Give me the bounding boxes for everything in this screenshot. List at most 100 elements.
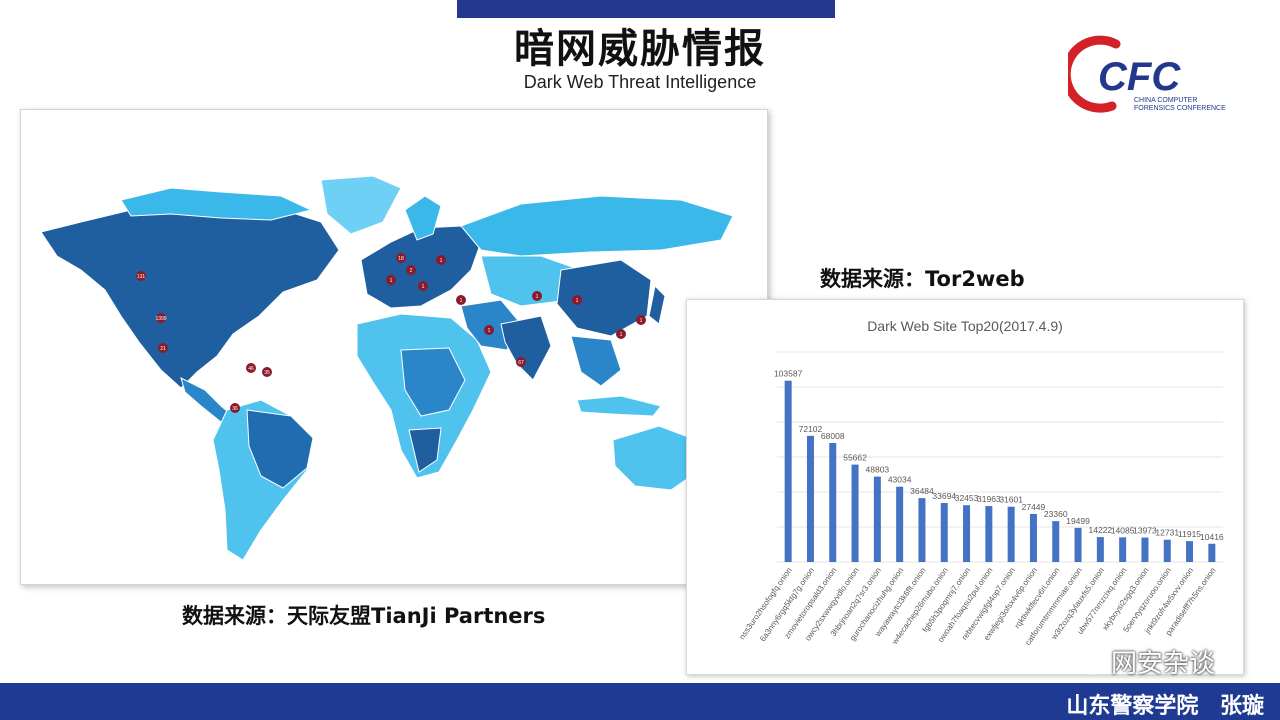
chart-data-label: 55662	[843, 453, 867, 463]
world-map-icon: 131139921673646351812111111111	[40, 175, 734, 561]
chart-bar	[1074, 527, 1082, 562]
cfc-logo: CFC CHINA COMPUTER FORENSICS CONFERENCE	[1068, 35, 1226, 113]
bottom-bar	[0, 683, 1280, 720]
dark-web-chart-panel: Dark Web Site Top20(2017.4.9) 103587 7210…	[686, 299, 1244, 675]
chart-bar	[1141, 537, 1149, 562]
map-marker-pin	[572, 295, 582, 305]
chart-data-label: 43034	[888, 475, 912, 485]
world-map-panel: 131139921673646351812111111111	[20, 109, 768, 585]
chart-bar	[896, 486, 904, 562]
chart-data-label: 32453	[955, 493, 979, 503]
map-marker: 131	[136, 271, 146, 281]
chart-bar	[784, 380, 792, 562]
russia	[460, 195, 734, 257]
dark-web-bar-chart: Dark Web Site Top20(2017.4.9) 103587 7210…	[737, 318, 1224, 647]
map-marker-label: 21	[160, 346, 166, 352]
map-marker-label: 1	[640, 318, 643, 324]
map-marker: 1399	[155, 313, 167, 323]
map-marker: 46	[246, 363, 256, 373]
cfc-logo-swoosh	[1068, 35, 1121, 113]
greenland	[320, 175, 402, 235]
chart-bar	[1119, 537, 1127, 562]
chart-data-label: 10416	[1200, 532, 1224, 542]
watermark: 网安杂谈	[1065, 641, 1215, 681]
map-marker-pin	[456, 295, 466, 305]
chart-data-label: 19499	[1066, 516, 1090, 526]
map-marker: 1	[456, 295, 466, 305]
chart-bar	[1186, 541, 1194, 562]
map-marker-label: 1	[536, 294, 539, 300]
cfc-logo-mark: CFC	[1098, 55, 1181, 99]
chart-data-label: 103587	[774, 369, 803, 379]
map-markers: 131139921673646351812111111111	[136, 253, 716, 495]
india	[500, 315, 552, 381]
chart-data-label: 48803	[866, 465, 890, 475]
africa-central	[400, 347, 466, 417]
chart-data-label: 11915	[1178, 529, 1201, 539]
southeast-asia	[570, 335, 622, 387]
footer-author: 山东警察学院 张璇	[1066, 694, 1264, 719]
chart-data-label: 12731	[1155, 528, 1179, 538]
map-marker: 1	[386, 275, 396, 285]
chart-data-label: 68008	[821, 431, 845, 441]
map-marker-label: 1	[440, 258, 443, 264]
chart-data-label: 33694	[932, 491, 956, 501]
map-marker: 18	[396, 253, 406, 263]
map-marker-pin	[484, 325, 494, 335]
chart-bar	[851, 464, 859, 562]
map-marker-pin	[436, 255, 446, 265]
chart-bar	[1096, 537, 1104, 562]
map-marker: 67	[516, 357, 526, 367]
chart-bar	[873, 476, 881, 562]
chart-bar	[1052, 521, 1060, 562]
watermark-text: 网安杂谈	[1111, 648, 1216, 679]
chart-data-label: 72102	[799, 424, 823, 434]
chart-bar	[985, 506, 993, 562]
brazil	[246, 409, 314, 489]
map-marker: 2	[406, 265, 416, 275]
map-marker-label: 1	[422, 284, 425, 290]
map-marker: 1	[484, 325, 494, 335]
continent-europe	[360, 225, 482, 309]
continent-north-america	[40, 205, 340, 389]
chart-data-label: 23360	[1044, 509, 1068, 519]
cfc-logo-line1: CHINA COMPUTER	[1134, 97, 1197, 104]
cfc-logo-line2: FORENSICS CONFERENCE	[1134, 105, 1226, 112]
chart-bar	[918, 498, 926, 562]
map-marker-pin	[158, 343, 168, 353]
map-marker-pin	[246, 363, 256, 373]
map-marker-label: 46	[248, 366, 254, 372]
chart-data-label: 13973	[1133, 526, 1157, 536]
map-marker-label: 35	[264, 370, 270, 376]
map-marker-label: 2	[410, 268, 413, 274]
map-marker-pin	[616, 329, 626, 339]
chart-source-caption: 数据来源：Tor2web	[820, 267, 1025, 291]
map-marker-pin	[532, 291, 542, 301]
map-marker: 36	[230, 403, 240, 413]
map-marker-label: 131	[137, 274, 146, 280]
map-marker-pin	[230, 403, 240, 413]
map-marker-pin	[136, 271, 146, 281]
chart-data-label: 14085	[1111, 525, 1135, 535]
chart-data-label: 14222	[1089, 525, 1113, 535]
chart-bar	[940, 503, 948, 562]
map-marker-pin	[406, 265, 416, 275]
map-marker: 1	[436, 255, 446, 265]
map-marker-label: 1399	[155, 316, 166, 322]
map-marker-pin	[396, 253, 406, 263]
map-source-caption: 数据来源：天际友盟TianJi Partners	[182, 604, 546, 628]
map-marker: 1	[572, 295, 582, 305]
chart-bar	[1163, 539, 1171, 562]
map-marker-label: 67	[518, 360, 524, 366]
map-marker: 35	[262, 367, 272, 377]
chart-bar	[829, 442, 837, 562]
indonesia	[576, 395, 662, 417]
map-marker-label: 1	[620, 332, 623, 338]
slide-subtitle: Dark Web Threat Intelligence	[523, 72, 757, 92]
slide-title: 暗网威胁情报	[514, 26, 766, 72]
map-marker: 1	[532, 291, 542, 301]
map-marker-label: 1	[460, 298, 463, 304]
map-marker-label: 36	[232, 406, 238, 412]
map-marker-pin	[386, 275, 396, 285]
chart-bar	[1007, 506, 1015, 562]
